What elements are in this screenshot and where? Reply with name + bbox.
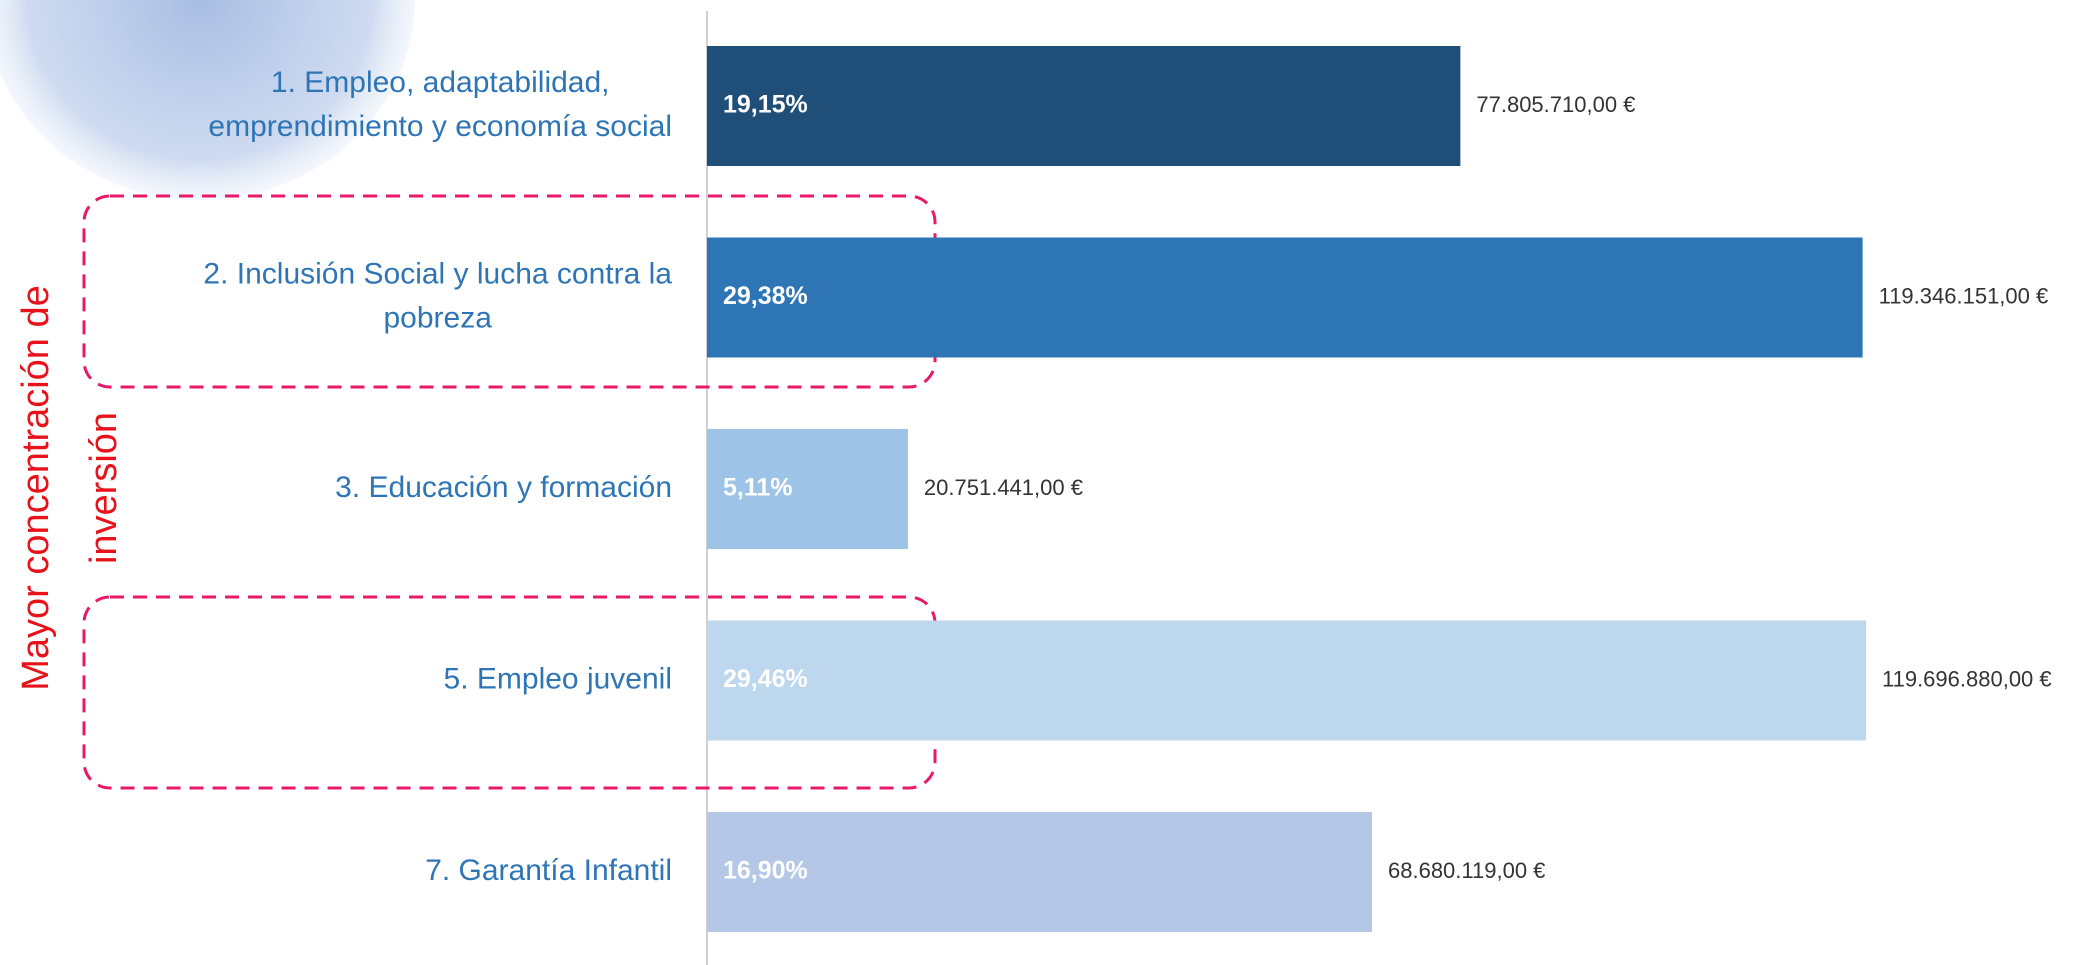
share-label: 5,11% — [723, 474, 793, 502]
value-label: 20.751.441,00 € — [924, 475, 1083, 500]
category-label: 5. Empleo juvenil — [444, 662, 672, 695]
value-label: 68.680.119,00 € — [1388, 858, 1545, 883]
category-label: emprendimiento y economía social — [208, 110, 672, 143]
chart: Mayor concentración de inversión 1. Empl… — [0, 0, 2095, 965]
bar — [707, 238, 1863, 358]
value-label: 119.696.880,00 € — [1882, 666, 2052, 691]
bar — [707, 46, 1460, 166]
category-label: 7. Garantía Infantil — [425, 854, 672, 887]
category-label: pobreza — [383, 301, 492, 334]
share-label: 29,46% — [723, 665, 808, 693]
annotation: Mayor concentración de inversión — [15, 285, 125, 691]
category-label: 3. Educación y formación — [335, 471, 672, 504]
category-label: 2. Inclusión Social y lucha contra la — [203, 257, 672, 290]
share-label: 16,90% — [723, 857, 808, 885]
page: {"chart_data": { "type": "bar", "orienta… — [0, 0, 2095, 965]
value-label: 77.805.710,00 € — [1476, 92, 1635, 117]
annotation-line: inversión — [83, 412, 125, 564]
share-label: 19,15% — [723, 91, 808, 119]
value-label: 119.346.151,00 € — [1879, 283, 2049, 308]
category-label: 1. Empleo, adaptabilidad, — [271, 66, 610, 99]
share-label: 29,38% — [723, 282, 808, 310]
decoration — [0, 0, 415, 200]
bar — [707, 621, 1866, 741]
annotation-line: Mayor concentración de — [15, 285, 57, 691]
